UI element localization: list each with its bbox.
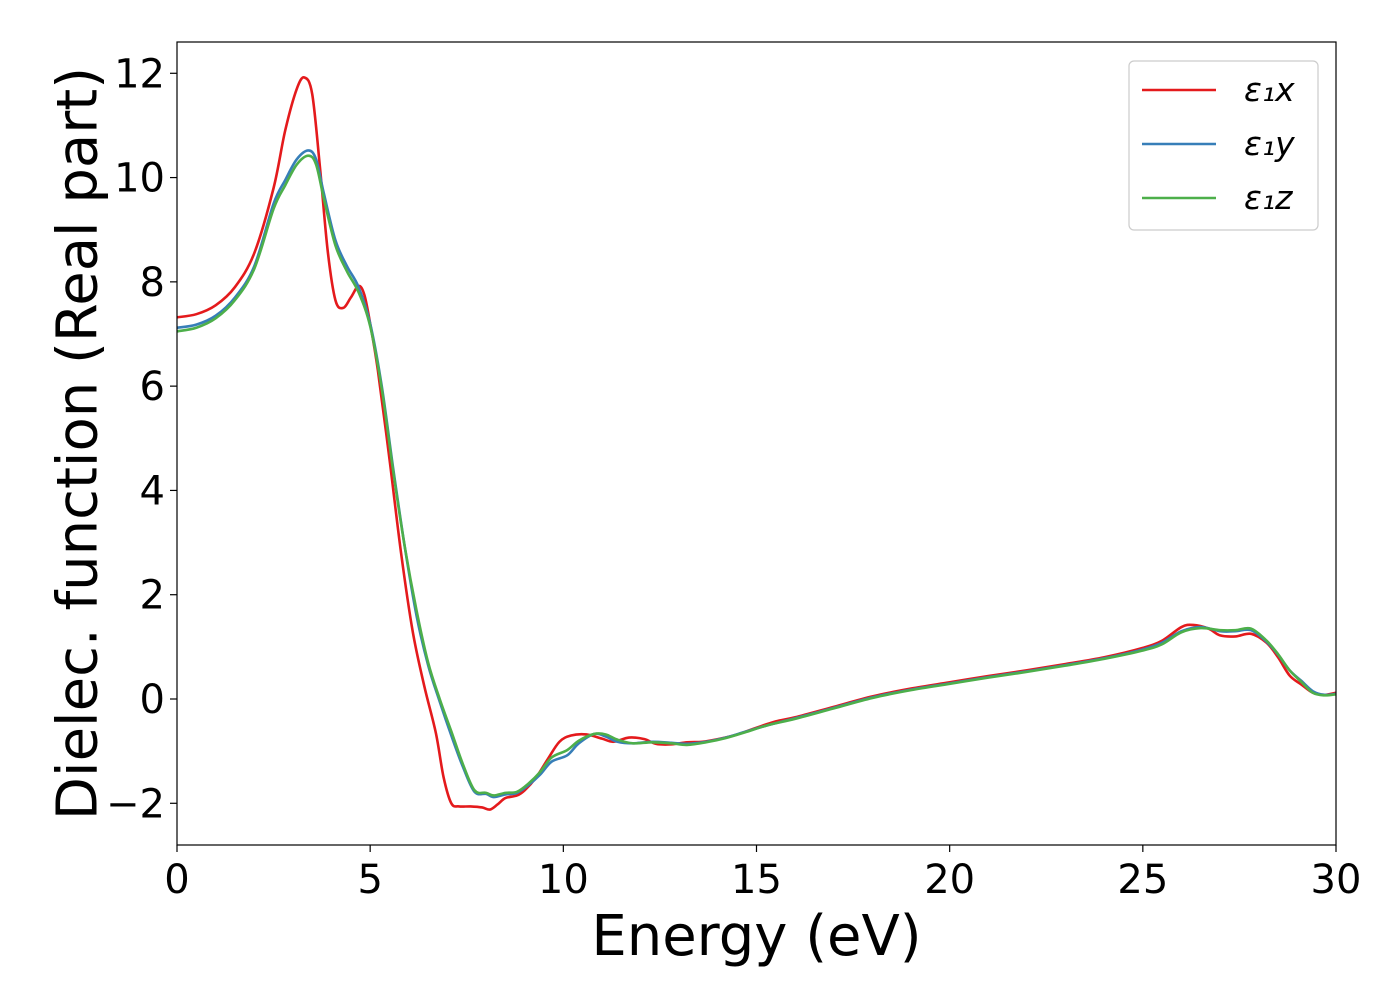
y-tick-label: 2 xyxy=(140,573,165,619)
x-tick-label: 25 xyxy=(1117,857,1168,903)
y-tick-label: 12 xyxy=(114,51,165,97)
legend-label-2: ε₁y xyxy=(1244,124,1295,163)
x-tick-label: 15 xyxy=(731,857,782,903)
y-tick-label: 4 xyxy=(140,468,165,514)
y-axis-title: Dielec. function (Real part) xyxy=(46,67,111,820)
x-tick-label: 20 xyxy=(924,857,975,903)
legend-label-1: ε₁x xyxy=(1244,70,1295,109)
y-tick-label: −2 xyxy=(106,781,165,827)
series-layer xyxy=(177,76,1336,811)
ticks-layer: 0 5 10 15 20 25 30 −2 0 2 4 6 8 10 12 xyxy=(106,51,1361,903)
series-line-3 xyxy=(177,154,1336,797)
y-tick-label: 8 xyxy=(140,260,165,306)
x-tick-label: 30 xyxy=(1311,857,1362,903)
y-tick-label: 0 xyxy=(140,677,165,723)
x-axis-title: Energy (eV) xyxy=(591,904,921,969)
x-tick-label: 0 xyxy=(164,857,189,903)
y-tick-label: 10 xyxy=(114,156,165,202)
legend: ε₁x ε₁y ε₁z xyxy=(1128,60,1319,231)
legend-box xyxy=(1128,60,1319,231)
y-tick-label: 6 xyxy=(140,364,165,410)
x-tick-label: 5 xyxy=(357,857,382,903)
x-tick-label: 10 xyxy=(538,857,589,903)
legend-label-3: ε₁z xyxy=(1244,178,1293,217)
series-line-1 xyxy=(177,76,1336,811)
